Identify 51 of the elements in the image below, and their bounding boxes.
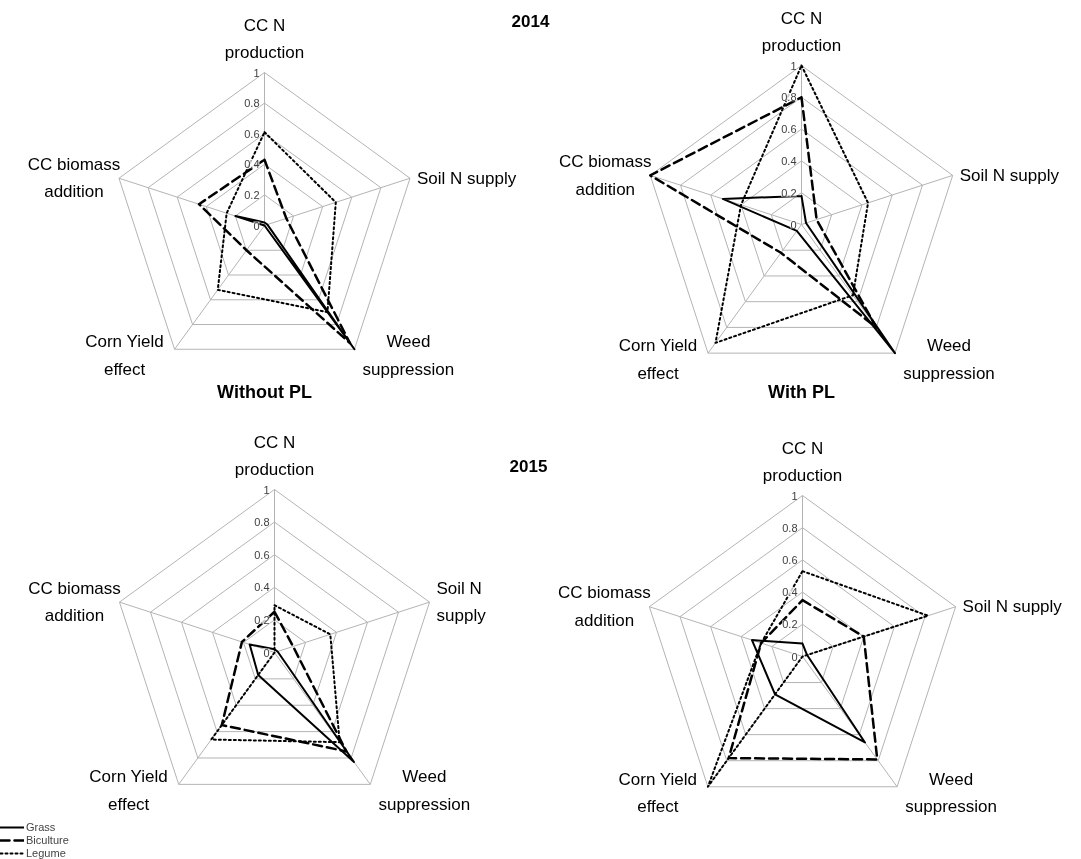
- legend-label: Legume: [26, 847, 66, 859]
- y-tick-label: 0.6: [254, 548, 270, 561]
- text: 2015: [509, 456, 548, 476]
- spoke-label: Soil N supply: [959, 165, 1060, 185]
- y-tick-label: 0.6: [781, 123, 797, 136]
- y-tick-label: 0.2: [782, 618, 798, 631]
- y-tick-label: 0.2: [781, 186, 797, 199]
- y-tick-label: 1: [253, 66, 260, 79]
- text: With PL: [768, 381, 835, 402]
- spoke-label: CC N production: [224, 15, 305, 63]
- legend-label: Biculture: [26, 834, 69, 846]
- spoke-label: Corn Yield effect: [85, 332, 164, 379]
- spoke-label: Weed suppression: [362, 332, 455, 379]
- spoke-label: CC N production: [234, 432, 315, 480]
- spoke-label: Weed suppression: [378, 767, 471, 814]
- y-tick-label: 1: [791, 489, 798, 502]
- legend-label: Grass: [26, 821, 56, 833]
- spoke-label: Soil N supply: [962, 597, 1063, 617]
- y-tick-label: 0.6: [244, 127, 260, 140]
- spoke-label: CC biomass addition: [27, 154, 121, 202]
- y-tick-label: 0.2: [244, 188, 260, 201]
- y-tick-label: 0: [790, 218, 797, 231]
- y-tick-label: 0.8: [244, 97, 260, 110]
- y-tick-label: 0.8: [254, 516, 270, 529]
- y-tick-label: 0.6: [782, 553, 798, 566]
- spoke-label: Corn Yield effect: [89, 767, 168, 814]
- spoke-label: CC biomass addition: [28, 578, 121, 626]
- y-tick-label: 0.4: [781, 154, 797, 167]
- y-tick-label: 0.4: [782, 586, 798, 599]
- spoke-label: Soil N supply: [436, 578, 487, 626]
- spoke-label: Soil N supply: [417, 168, 517, 188]
- y-tick-label: 0.2: [254, 613, 270, 626]
- y-tick-label: 0: [263, 646, 270, 659]
- chart-title: 2014: [511, 11, 550, 31]
- spoke-label: CC biomass addition: [558, 152, 652, 199]
- spoke-label: CC biomass addition: [558, 583, 651, 631]
- spoke-label: Weed suppression: [905, 769, 997, 817]
- y-tick-label: 0.4: [244, 158, 260, 171]
- spoke-label: CC N production: [762, 438, 843, 486]
- spoke-label: Weed suppression: [903, 336, 995, 383]
- y-tick-label: 0.8: [782, 521, 798, 534]
- spoke-label: Corn Yield effect: [618, 336, 698, 383]
- y-tick-label: 1: [790, 59, 797, 72]
- spoke-label: CC N production: [761, 8, 842, 56]
- y-tick-label: 0: [253, 219, 260, 232]
- y-tick-label: 0.4: [254, 581, 270, 594]
- y-tick-label: 0.8: [781, 91, 797, 104]
- y-tick-label: 1: [263, 483, 270, 496]
- y-tick-label: 0: [791, 650, 798, 663]
- text: Without PL: [217, 381, 312, 402]
- spoke-label: Corn Yield effect: [618, 769, 697, 817]
